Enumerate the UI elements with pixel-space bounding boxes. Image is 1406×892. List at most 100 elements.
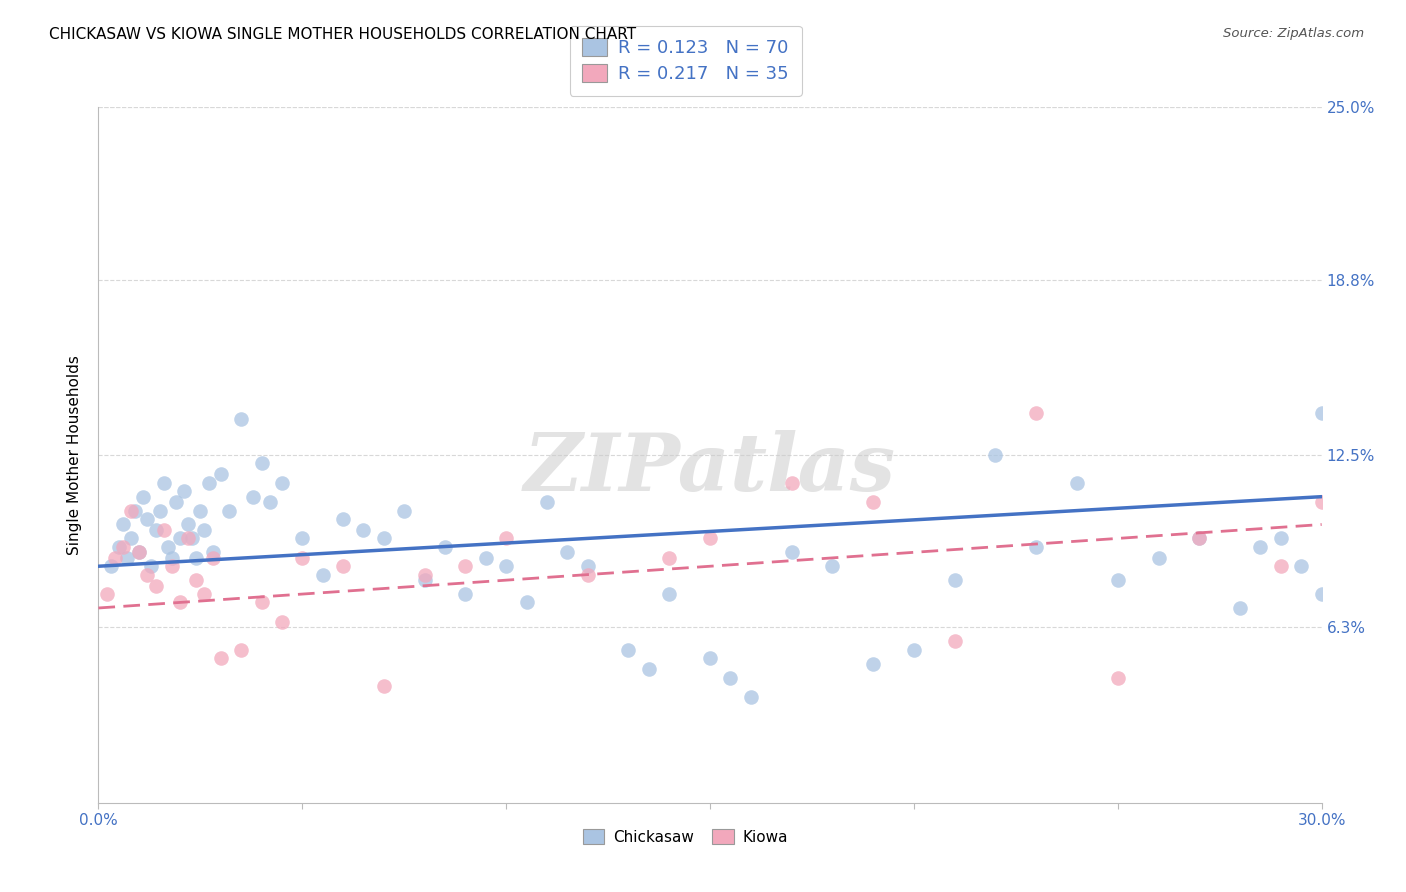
Point: [173, 484, 195, 499]
Point: [699, 532, 721, 546]
Point: [136, 512, 159, 526]
Point: [943, 573, 966, 587]
Point: [108, 540, 131, 554]
Point: [145, 579, 167, 593]
Point: [1270, 532, 1292, 546]
Point: [352, 523, 374, 537]
Point: [1025, 540, 1047, 554]
Point: [259, 495, 281, 509]
Point: [637, 662, 661, 676]
Point: [96, 587, 118, 601]
Point: [149, 503, 172, 517]
Point: [209, 467, 232, 482]
Point: [454, 587, 477, 601]
Legend: Chickasaw, Kiowa: Chickasaw, Kiowa: [576, 823, 794, 851]
Point: [1291, 559, 1313, 574]
Point: [1066, 475, 1088, 490]
Text: CHICKASAW VS KIOWA SINGLE MOTHER HOUSEHOLDS CORRELATION CHART: CHICKASAW VS KIOWA SINGLE MOTHER HOUSEHO…: [49, 27, 637, 42]
Point: [1188, 532, 1211, 546]
Point: [373, 679, 395, 693]
Point: [821, 559, 844, 574]
Y-axis label: Single Mother Households: Single Mother Households: [67, 355, 83, 555]
Point: [231, 411, 253, 425]
Text: Source: ZipAtlas.com: Source: ZipAtlas.com: [1223, 27, 1364, 40]
Point: [169, 532, 191, 546]
Point: [111, 540, 134, 554]
Point: [1249, 540, 1271, 554]
Point: [291, 532, 314, 546]
Point: [984, 448, 1007, 462]
Point: [474, 550, 498, 565]
Point: [434, 540, 457, 554]
Point: [332, 512, 354, 526]
Point: [231, 642, 253, 657]
Point: [250, 595, 273, 609]
Point: [1310, 406, 1333, 420]
Point: [312, 567, 335, 582]
Point: [780, 545, 803, 559]
Point: [186, 573, 208, 587]
Point: [169, 595, 191, 609]
Point: [201, 545, 224, 559]
Point: [115, 550, 138, 565]
Point: [177, 517, 200, 532]
Point: [209, 651, 232, 665]
Point: [1147, 550, 1170, 565]
Point: [128, 545, 150, 559]
Point: [152, 475, 174, 490]
Point: [658, 550, 681, 565]
Point: [1188, 532, 1211, 546]
Point: [862, 657, 884, 671]
Point: [780, 475, 803, 490]
Point: [160, 559, 183, 574]
Point: [218, 503, 240, 517]
Point: [160, 550, 183, 565]
Point: [132, 490, 155, 504]
Point: [152, 523, 174, 537]
Point: [1025, 406, 1047, 420]
Point: [128, 545, 150, 559]
Point: [576, 567, 599, 582]
Point: [181, 532, 204, 546]
Point: [495, 559, 517, 574]
Point: [193, 587, 215, 601]
Point: [188, 503, 212, 517]
Point: [124, 503, 146, 517]
Point: [658, 587, 681, 601]
Point: [177, 532, 200, 546]
Point: [197, 475, 219, 490]
Point: [156, 540, 179, 554]
Point: [740, 690, 762, 704]
Point: [373, 532, 395, 546]
Point: [250, 456, 273, 470]
Point: [120, 532, 142, 546]
Point: [1107, 573, 1129, 587]
Point: [186, 550, 208, 565]
Point: [136, 567, 159, 582]
Point: [201, 550, 224, 565]
Point: [718, 671, 742, 685]
Point: [1229, 601, 1251, 615]
Point: [516, 595, 538, 609]
Point: [270, 475, 294, 490]
Point: [495, 532, 517, 546]
Point: [943, 634, 966, 648]
Point: [454, 559, 477, 574]
Point: [193, 523, 215, 537]
Point: [165, 495, 187, 509]
Point: [1270, 559, 1292, 574]
Point: [392, 503, 416, 517]
Point: [576, 559, 599, 574]
Point: [1107, 671, 1129, 685]
Point: [120, 503, 142, 517]
Point: [1310, 587, 1333, 601]
Point: [862, 495, 884, 509]
Point: [699, 651, 721, 665]
Point: [141, 559, 163, 574]
Point: [145, 523, 167, 537]
Point: [100, 559, 122, 574]
Point: [536, 495, 558, 509]
Point: [332, 559, 354, 574]
Point: [903, 642, 925, 657]
Point: [111, 517, 134, 532]
